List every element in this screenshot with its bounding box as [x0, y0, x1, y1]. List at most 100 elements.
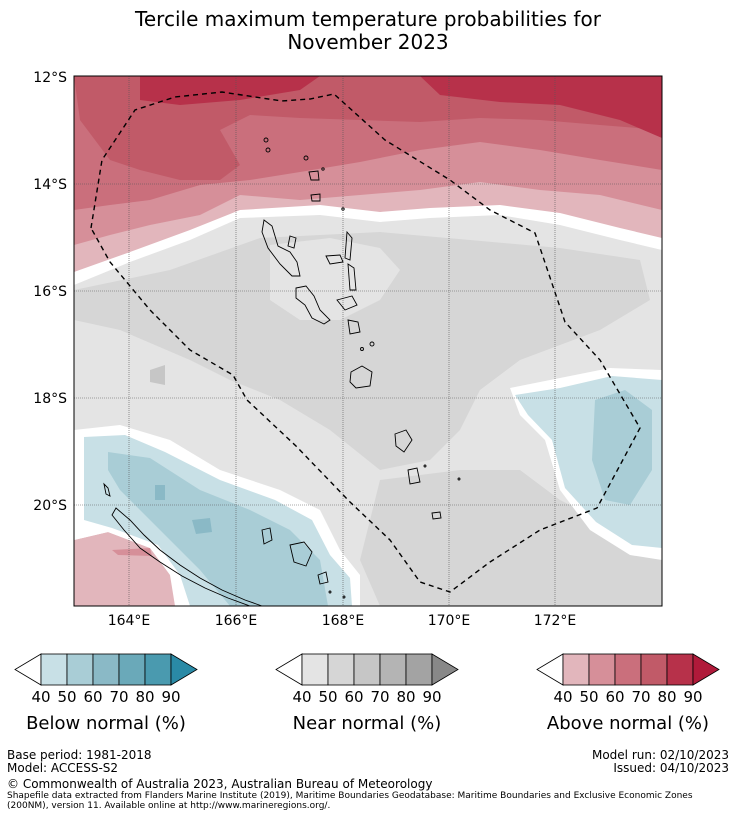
efate-island	[349, 365, 373, 389]
shapefile-credit-line-2: (200NM), version 11. Available online at…	[7, 801, 331, 811]
legend-near-label: Near normal (%)	[293, 713, 442, 734]
legend-color-box	[614, 653, 642, 686]
near-normal-50-zone	[74, 232, 650, 470]
lon-tick-label: 166°E	[215, 613, 258, 629]
lat-tick-label: 16°S	[33, 284, 67, 300]
lon-tick-label: 170°E	[428, 613, 471, 629]
shapefile-credit-line-1: Shapefile data extracted from Flanders M…	[7, 791, 693, 801]
ouvea-island	[261, 527, 273, 545]
above-normal-80	[420, 76, 662, 138]
vanuatu-islands	[261, 137, 461, 520]
legend-color-box	[327, 653, 355, 686]
svg-text:60: 60	[83, 688, 102, 706]
near-normal-60-spot	[150, 365, 165, 385]
svg-text:80: 80	[657, 688, 676, 706]
below-normal-50-east	[592, 390, 652, 505]
gridlines	[74, 76, 662, 606]
legend-near-ticks: 40 50 60 70 80 90	[292, 688, 441, 706]
below-normal-60-spot2	[192, 518, 212, 534]
legend-above-ticks: 40 50 60 70 80 90	[553, 688, 702, 706]
lat-tick-label: 14°S	[33, 177, 67, 193]
base-period-text: Base period: 1981-2018	[7, 748, 152, 762]
svg-text:90: 90	[422, 688, 441, 706]
legend-color-box	[301, 653, 329, 686]
legend-below-label: Below normal (%)	[26, 713, 186, 734]
epi-island	[347, 319, 361, 335]
malo-island	[287, 235, 297, 249]
aneityum-island	[431, 511, 442, 520]
svg-text:40: 40	[31, 688, 50, 706]
chart-title: Tercile maximum temperature probabilitie…	[0, 8, 736, 54]
erromango-island	[394, 429, 413, 453]
below-normal-60-spot1	[155, 485, 165, 500]
legend-color-box	[40, 653, 68, 686]
legend-arrow-low	[14, 653, 42, 686]
above-normal-sw-core	[112, 548, 152, 556]
svg-text:80: 80	[135, 688, 154, 706]
legend-below-normal	[14, 653, 198, 686]
legend-color-box	[118, 653, 146, 686]
svg-text:70: 70	[109, 688, 128, 706]
tanna-island	[407, 467, 421, 485]
pentecost-island	[347, 263, 357, 291]
lon-tick-labels: 164°E 166°E 168°E 170°E 172°E	[108, 613, 577, 629]
legend-arrow-high	[692, 653, 720, 686]
lon-tick-label: 172°E	[534, 613, 577, 629]
model-text: Model: ACCESS-S2	[7, 761, 119, 775]
above-normal-80-west	[140, 76, 320, 105]
legend-above-normal	[536, 653, 720, 686]
legend-color-box	[353, 653, 381, 686]
lifou-island	[289, 541, 313, 567]
legend-color-box	[66, 653, 94, 686]
model-run-text: Model run: 02/10/2023	[591, 748, 729, 762]
lat-tick-label: 18°S	[33, 391, 67, 407]
svg-text:60: 60	[605, 688, 624, 706]
title-line-2: November 2023	[287, 30, 449, 54]
legend-color-box	[144, 653, 172, 686]
near-normal-50-south	[360, 470, 662, 606]
lat-tick-label: 12°S	[33, 70, 67, 86]
svg-text:60: 60	[344, 688, 363, 706]
lon-tick-label: 168°E	[322, 613, 365, 629]
legend-color-box	[379, 653, 407, 686]
legend-arrow-low	[536, 653, 564, 686]
svg-text:50: 50	[318, 688, 337, 706]
svg-text:70: 70	[631, 688, 650, 706]
svg-text:90: 90	[161, 688, 180, 706]
svg-text:80: 80	[396, 688, 415, 706]
lat-tick-label: 20°S	[33, 498, 67, 514]
mare-island	[317, 571, 329, 585]
legend-above-label: Above normal (%)	[547, 713, 709, 734]
espiritu-santo-island	[261, 219, 301, 277]
legend-color-box	[92, 653, 120, 686]
eez-boundary	[90, 91, 641, 593]
maewo-island	[344, 230, 353, 261]
title-line-1: Tercile maximum temperature probabilitie…	[135, 7, 601, 31]
legend-arrow-low	[275, 653, 303, 686]
lon-tick-label: 164°E	[108, 613, 151, 629]
issued-text: Issued: 04/10/2023	[613, 761, 729, 775]
lat-tick-labels: 12°S 14°S 16°S 18°S 20°S	[33, 70, 67, 514]
svg-text:50: 50	[57, 688, 76, 706]
legend-below-ticks: 40 50 60 70 80 90	[31, 688, 180, 706]
ambrym-island	[336, 295, 358, 311]
svg-text:90: 90	[683, 688, 702, 706]
svg-text:50: 50	[579, 688, 598, 706]
legend-color-box	[405, 653, 433, 686]
map-frame	[73, 75, 663, 607]
legend-arrow-high	[431, 653, 459, 686]
ambae-island	[325, 254, 344, 265]
legend-color-box	[588, 653, 616, 686]
svg-text:40: 40	[292, 688, 311, 706]
map-area	[74, 76, 662, 606]
copyright-text: © Commonwealth of Australia 2023, Austra…	[7, 777, 433, 791]
legend-color-box	[562, 653, 590, 686]
legend-near-normal	[275, 653, 459, 686]
svg-text:70: 70	[370, 688, 389, 706]
legend-color-box	[666, 653, 694, 686]
legend-arrow-high	[170, 653, 198, 686]
legend-color-box	[640, 653, 668, 686]
near-normal-40-pocket	[270, 238, 400, 320]
svg-text:40: 40	[553, 688, 572, 706]
